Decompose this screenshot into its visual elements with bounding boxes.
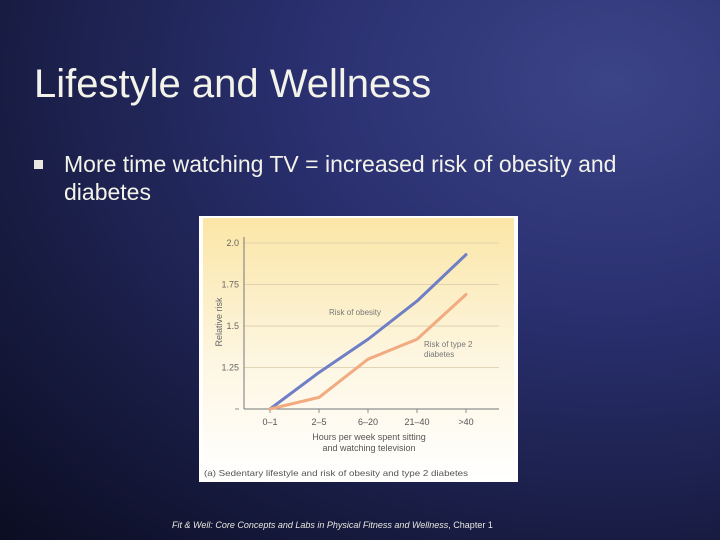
y-tick-label: 1.5 [226,321,239,331]
slide-title: Lifestyle and Wellness [34,62,432,106]
footer-chapter: , Chapter 1 [448,520,493,530]
x-tick-label: 2–5 [311,417,326,427]
x-tick-label: 21–40 [404,417,429,427]
bullet-square-icon [34,160,43,169]
bullet-item: More time watching TV = increased risk o… [34,150,694,206]
series-label-obesity: Risk of obesity [329,308,381,317]
series-line-obesity [268,253,468,411]
y-axis-label: Relative risk [214,297,224,347]
x-tick-label: 6–20 [358,417,378,427]
footer-citation: Fit & Well: Core Concepts and Labs in Ph… [172,520,572,530]
plot-background [203,218,514,480]
series-label-diabetes-line2: diabetes [424,350,454,359]
x-axis-label-line1: Hours per week spent sitting [312,432,426,442]
chart-caption: (a) Sedentary lifestyle and risk of obes… [204,468,468,478]
y-tick-label: 2.0 [226,238,239,248]
chart-figure: 1.25 1.5 1.75 2.0 0–1 2–5 6–20 21–40 >40 Relati… [199,216,518,482]
series-label-diabetes-line1: Risk of type 2 [424,340,473,349]
bullet-text: More time watching TV = increased risk o… [64,151,617,205]
series-line-diabetes [268,292,468,411]
y-tick-label: 1.25 [221,363,239,373]
y-tick-label: 1.75 [221,280,239,290]
relative-risk-chart: 1.25 1.5 1.75 2.0 0–1 2–5 6–20 21–40 >40 Relati… [203,218,514,480]
x-tick-label: >40 [458,417,473,427]
x-axis-label-line2: and watching television [322,443,415,453]
footer-book-title: Fit & Well: Core Concepts and Labs in Ph… [172,520,449,530]
x-tick-label: 0–1 [262,417,277,427]
